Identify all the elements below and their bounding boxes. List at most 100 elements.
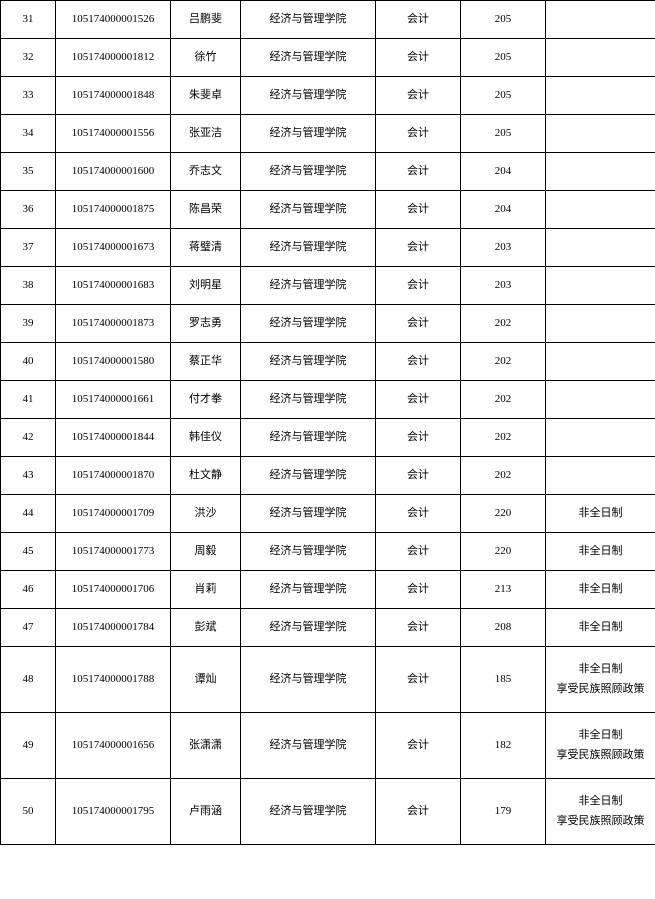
cell-note: [546, 305, 655, 343]
cell-note: [546, 229, 655, 267]
cell-major: 会计: [376, 779, 461, 845]
cell-major: 会计: [376, 533, 461, 571]
note-line: 非全日制: [548, 792, 653, 812]
cell-idx: 41: [1, 381, 56, 419]
note-line: 非全日制: [548, 660, 653, 680]
cell-dept: 经济与管理学院: [241, 191, 376, 229]
cell-note: 非全日制享受民族照顾政策: [546, 779, 655, 845]
cell-note: [546, 267, 655, 305]
cell-score: 205: [461, 77, 546, 115]
table-row: 37105174000001673蒋璧清经济与管理学院会计203: [1, 229, 655, 267]
cell-score: 220: [461, 495, 546, 533]
cell-id: 105174000001788: [56, 647, 171, 713]
cell-score: 202: [461, 381, 546, 419]
cell-name: 徐竹: [171, 39, 241, 77]
cell-score: 203: [461, 267, 546, 305]
table-row: 47105174000001784彭斌经济与管理学院会计208非全日制: [1, 609, 655, 647]
cell-note: [546, 1, 655, 39]
cell-score: 202: [461, 419, 546, 457]
cell-name: 刘明星: [171, 267, 241, 305]
cell-score: 202: [461, 305, 546, 343]
cell-dept: 经济与管理学院: [241, 571, 376, 609]
note-line: 享受民族照顾政策: [548, 746, 653, 766]
table-row: 38105174000001683刘明星经济与管理学院会计203: [1, 267, 655, 305]
cell-major: 会计: [376, 229, 461, 267]
cell-note: [546, 381, 655, 419]
cell-score: 213: [461, 571, 546, 609]
cell-score: 202: [461, 457, 546, 495]
cell-id: 105174000001873: [56, 305, 171, 343]
cell-score: 204: [461, 191, 546, 229]
table-row: 36105174000001875陈昌荣经济与管理学院会计204: [1, 191, 655, 229]
cell-note: 非全日制: [546, 571, 655, 609]
cell-name: 陈昌荣: [171, 191, 241, 229]
cell-id: 105174000001683: [56, 267, 171, 305]
note-line: 非全日制: [548, 726, 653, 746]
cell-name: 张潇潇: [171, 713, 241, 779]
cell-major: 会计: [376, 647, 461, 713]
cell-name: 肖莉: [171, 571, 241, 609]
cell-dept: 经济与管理学院: [241, 779, 376, 845]
cell-note: [546, 191, 655, 229]
cell-idx: 44: [1, 495, 56, 533]
cell-dept: 经济与管理学院: [241, 381, 376, 419]
cell-id: 105174000001848: [56, 77, 171, 115]
cell-name: 吕鹏斐: [171, 1, 241, 39]
table-row: 45105174000001773周毅经济与管理学院会计220非全日制: [1, 533, 655, 571]
table-row: 31105174000001526吕鹏斐经济与管理学院会计205: [1, 1, 655, 39]
cell-major: 会计: [376, 571, 461, 609]
cell-id: 105174000001773: [56, 533, 171, 571]
cell-note: [546, 77, 655, 115]
cell-name: 乔志文: [171, 153, 241, 191]
cell-major: 会计: [376, 39, 461, 77]
cell-id: 105174000001706: [56, 571, 171, 609]
cell-idx: 31: [1, 1, 56, 39]
cell-major: 会计: [376, 713, 461, 779]
cell-score: 205: [461, 39, 546, 77]
cell-major: 会计: [376, 115, 461, 153]
cell-id: 105174000001795: [56, 779, 171, 845]
cell-major: 会计: [376, 419, 461, 457]
cell-name: 卢雨涵: [171, 779, 241, 845]
cell-name: 韩佳仪: [171, 419, 241, 457]
cell-dept: 经济与管理学院: [241, 153, 376, 191]
cell-name: 罗志勇: [171, 305, 241, 343]
data-table: 31105174000001526吕鹏斐经济与管理学院会计20532105174…: [0, 0, 655, 845]
cell-id: 105174000001875: [56, 191, 171, 229]
cell-major: 会计: [376, 191, 461, 229]
cell-score: 202: [461, 343, 546, 381]
cell-dept: 经济与管理学院: [241, 267, 376, 305]
cell-note: 非全日制: [546, 495, 655, 533]
cell-id: 105174000001709: [56, 495, 171, 533]
table-row: 39105174000001873罗志勇经济与管理学院会计202: [1, 305, 655, 343]
cell-idx: 32: [1, 39, 56, 77]
cell-major: 会计: [376, 381, 461, 419]
cell-name: 谭灿: [171, 647, 241, 713]
cell-dept: 经济与管理学院: [241, 229, 376, 267]
cell-id: 105174000001661: [56, 381, 171, 419]
cell-major: 会计: [376, 495, 461, 533]
cell-id: 105174000001600: [56, 153, 171, 191]
cell-idx: 50: [1, 779, 56, 845]
cell-idx: 43: [1, 457, 56, 495]
cell-idx: 49: [1, 713, 56, 779]
cell-name: 杜文静: [171, 457, 241, 495]
cell-dept: 经济与管理学院: [241, 533, 376, 571]
cell-idx: 48: [1, 647, 56, 713]
cell-dept: 经济与管理学院: [241, 647, 376, 713]
table-row: 50105174000001795卢雨涵经济与管理学院会计179非全日制享受民族…: [1, 779, 655, 845]
cell-id: 105174000001526: [56, 1, 171, 39]
cell-name: 张亚洁: [171, 115, 241, 153]
cell-name: 彭斌: [171, 609, 241, 647]
cell-idx: 42: [1, 419, 56, 457]
cell-dept: 经济与管理学院: [241, 1, 376, 39]
cell-note: [546, 115, 655, 153]
cell-name: 朱斐卓: [171, 77, 241, 115]
cell-idx: 45: [1, 533, 56, 571]
cell-note: [546, 457, 655, 495]
cell-idx: 33: [1, 77, 56, 115]
table-row: 44105174000001709洪沙经济与管理学院会计220非全日制: [1, 495, 655, 533]
cell-id: 105174000001673: [56, 229, 171, 267]
table-row: 48105174000001788谭灿经济与管理学院会计185非全日制享受民族照…: [1, 647, 655, 713]
cell-dept: 经济与管理学院: [241, 495, 376, 533]
